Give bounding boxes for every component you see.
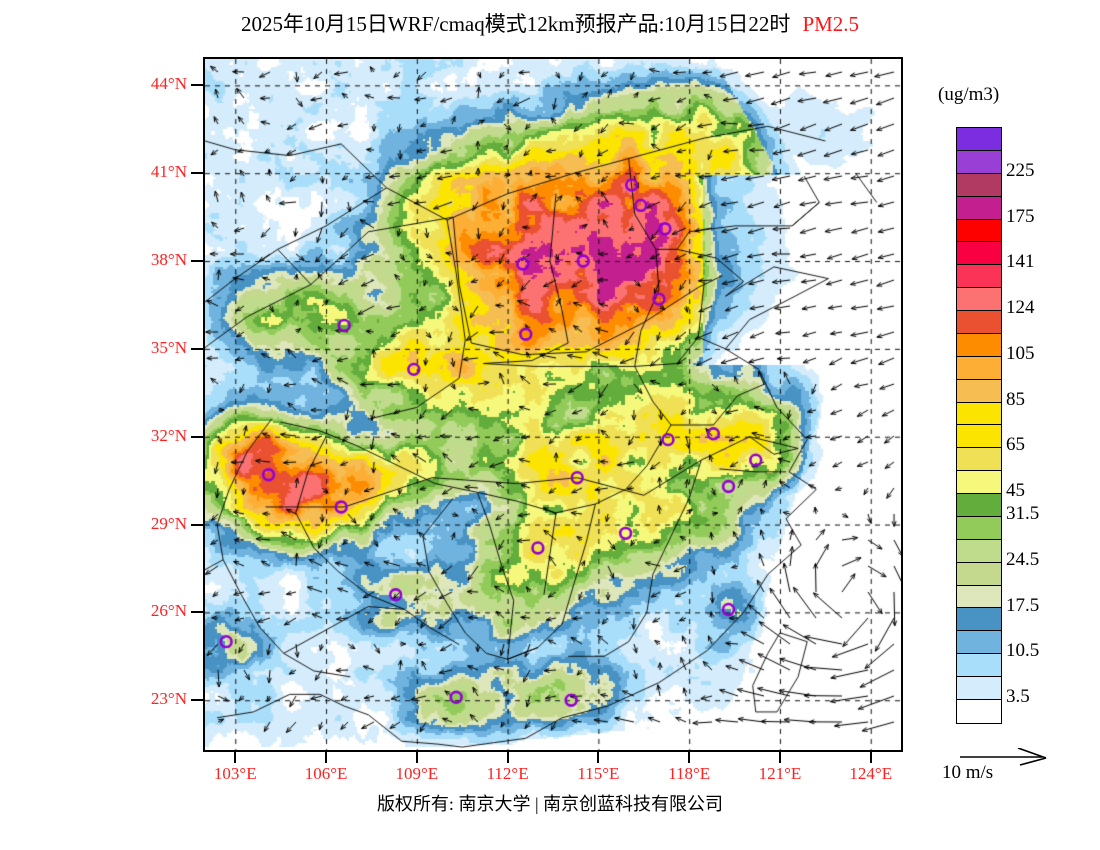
- colorbar-band: [957, 471, 1001, 494]
- colorbar-tick-label: 65: [1006, 434, 1025, 456]
- colorbar-band: [957, 402, 1001, 426]
- y-axis-tick-mark: [191, 172, 203, 175]
- x-axis-tick-mark: [415, 752, 418, 763]
- pm25-contour-canvas: [205, 59, 901, 750]
- x-axis-tick-mark: [778, 752, 781, 763]
- colorbar-band: [957, 219, 1001, 243]
- colorbar-band: [957, 333, 1001, 357]
- y-axis-tick-label: 44°N: [150, 74, 187, 94]
- x-axis-tick-mark: [234, 752, 237, 763]
- y-axis-tick-mark: [191, 523, 203, 526]
- colorbar-tick-label: 85: [1006, 388, 1025, 410]
- x-axis-tick-label: 103°E: [213, 764, 257, 783]
- colorbar-band: [957, 356, 1001, 380]
- colorbar-tick-label: 105: [1006, 342, 1035, 364]
- y-axis-tick-mark: [191, 611, 203, 614]
- y-axis-tick-mark: [191, 347, 203, 350]
- colorbar-band: [957, 128, 1001, 151]
- colorbar-tick-label: 10.5: [1006, 640, 1040, 662]
- y-axis-tick-mark: [191, 84, 203, 87]
- y-axis-tick-mark: [191, 699, 203, 702]
- x-axis-tick-label: 106°E: [304, 764, 348, 783]
- colorbar-units-label: (ug/m3): [938, 84, 1000, 105]
- colorbar-band: [957, 608, 1001, 632]
- y-axis-tick-label: 35°N: [150, 337, 187, 357]
- colorbar-tick-label: 175: [1006, 205, 1035, 227]
- x-axis-tick-label: 118°E: [668, 764, 711, 783]
- colorbar-band: [957, 654, 1001, 677]
- colorbar-tick-label: 31.5: [1006, 503, 1040, 525]
- x-axis-tick-mark: [688, 752, 691, 763]
- x-axis-tick-label: 112°E: [486, 764, 529, 783]
- wind-arrow-icon: [960, 748, 1047, 766]
- colorbar-tick-label: 24.5: [1006, 548, 1040, 570]
- colorbar-tick-label: 124: [1006, 297, 1035, 319]
- y-axis-tick-label: 23°N: [150, 689, 187, 709]
- wind-scale-arrow: [958, 748, 1078, 766]
- colorbar-band: [957, 631, 1001, 655]
- colorbar-tick-label: 45: [1006, 480, 1025, 502]
- page-title: 2025年10月15日WRF/cmaq模式12km预报产品:10月15日22时 P…: [0, 8, 1100, 38]
- colorbar-band: [957, 585, 1001, 609]
- x-axis-tick-mark: [325, 752, 328, 763]
- wind-scale-label: 10 m/s: [942, 762, 994, 783]
- x-axis-tick-label: 115°E: [577, 764, 620, 783]
- colorbar-band: [957, 242, 1001, 266]
- colorbar-band: [957, 677, 1001, 700]
- colorbar-band: [957, 425, 1001, 449]
- title-main-text: 2025年10月15日WRF/cmaq模式12km预报产品:10月15日22时: [240, 12, 791, 36]
- x-axis-tick-label: 109°E: [395, 764, 439, 783]
- y-axis-tick-mark: [191, 260, 203, 263]
- x-axis-tick-mark: [869, 752, 872, 763]
- colorbar-tick-label: 141: [1006, 251, 1035, 273]
- colorbar[interactable]: [956, 127, 1002, 724]
- y-axis-tick-label: 26°N: [150, 601, 187, 621]
- colorbar-band: [957, 196, 1001, 220]
- colorbar-band: [957, 562, 1001, 586]
- y-axis-tick-label: 32°N: [150, 425, 187, 445]
- title-species-text: PM2.5: [802, 12, 860, 36]
- colorbar-band: [957, 265, 1001, 289]
- colorbar-band: [957, 288, 1001, 311]
- colorbar-band: [957, 699, 1001, 723]
- colorbar-band: [957, 173, 1001, 197]
- x-axis-tick-label: 121°E: [758, 764, 802, 783]
- y-axis-tick-mark: [191, 435, 203, 438]
- colorbar-tick-label: 17.5: [1006, 594, 1040, 616]
- colorbar-tick-label: 225: [1006, 159, 1035, 181]
- y-axis-tick-label: 38°N: [150, 250, 187, 270]
- colorbar-band: [957, 150, 1001, 174]
- y-axis-tick-label: 29°N: [150, 513, 187, 533]
- copyright-notice: 版权所有: 南京大学 | 南京创蓝科技有限公司: [376, 794, 724, 814]
- colorbar-band: [957, 494, 1001, 517]
- forecast-map-frame[interactable]: [203, 57, 903, 752]
- x-axis-tick-mark: [597, 752, 600, 763]
- colorbar-band: [957, 448, 1001, 472]
- x-axis-tick-mark: [506, 752, 509, 763]
- colorbar-tick-label: 3.5: [1006, 686, 1030, 708]
- colorbar-band: [957, 379, 1001, 403]
- y-axis-tick-label: 41°N: [150, 162, 187, 182]
- colorbar-band: [957, 516, 1001, 540]
- x-axis-tick-label: 124°E: [849, 764, 893, 783]
- colorbar-band: [957, 539, 1001, 563]
- colorbar-band: [957, 311, 1001, 334]
